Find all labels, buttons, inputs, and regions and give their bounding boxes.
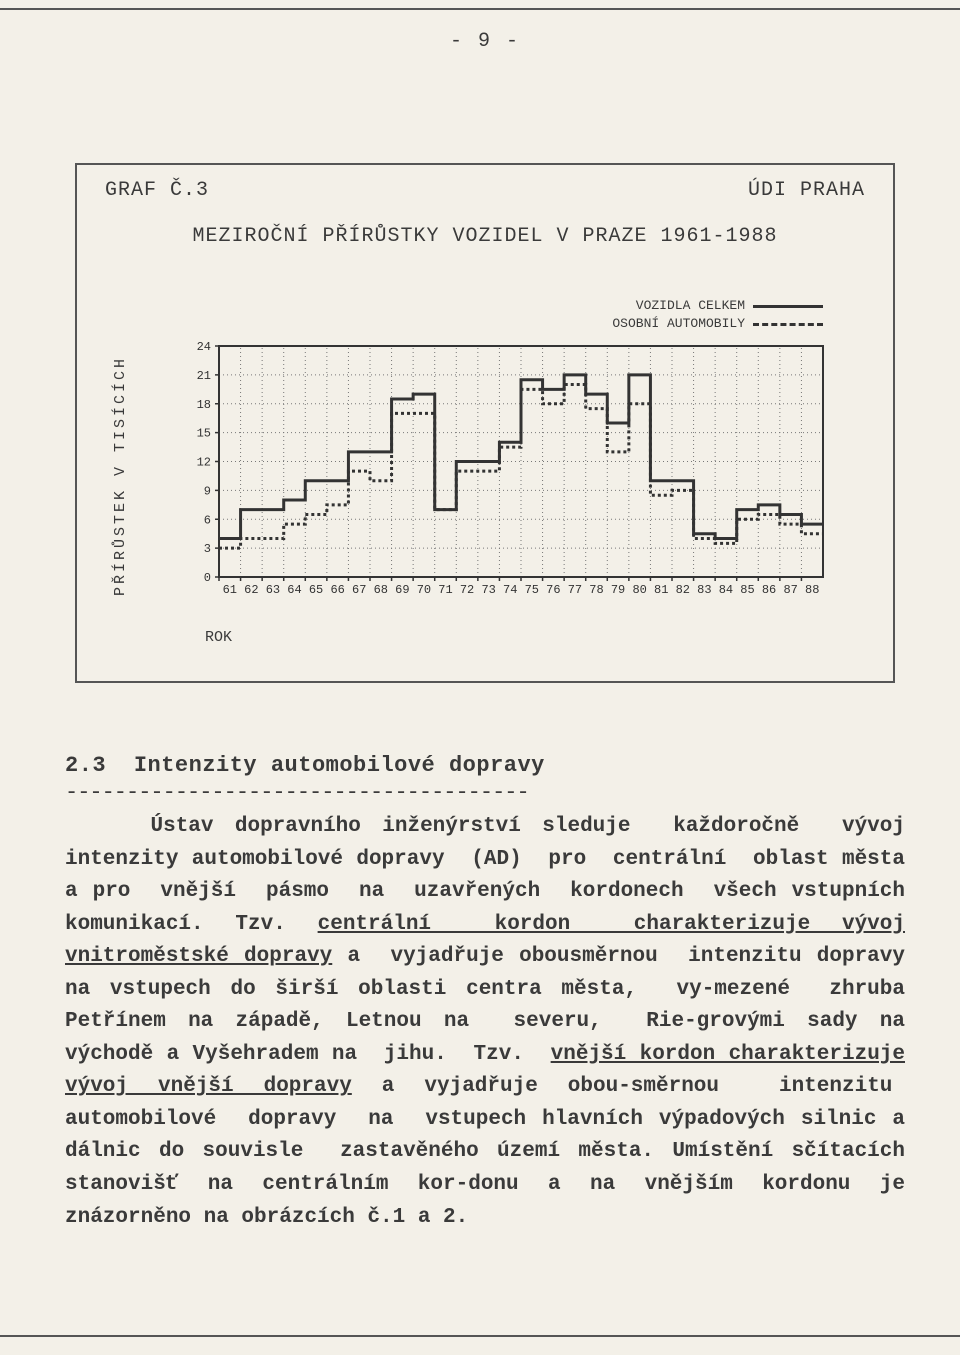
chart-frame: GRAF Č.3 ÚDI PRAHA MEZIROČNÍ PŘÍRŮSTKY V… xyxy=(75,163,895,683)
svg-text:66: 66 xyxy=(330,583,344,597)
svg-text:65: 65 xyxy=(309,583,323,597)
section-number: 2.3 xyxy=(65,753,106,778)
svg-text:70: 70 xyxy=(417,583,431,597)
chart-svg: 0369121518212461626364656667686970717273… xyxy=(177,340,833,611)
legend-item-total: VOZIDLA CELKEM xyxy=(612,297,823,315)
svg-text:73: 73 xyxy=(481,583,495,597)
page-number: - 9 - xyxy=(65,30,905,53)
svg-text:78: 78 xyxy=(589,583,603,597)
svg-text:71: 71 xyxy=(438,583,452,597)
svg-text:76: 76 xyxy=(546,583,560,597)
svg-text:80: 80 xyxy=(632,583,646,597)
legend-item-personal: OSOBNÍ AUTOMOBILY xyxy=(612,315,823,333)
svg-text:82: 82 xyxy=(676,583,690,597)
svg-text:77: 77 xyxy=(568,583,582,597)
legend-swatch-dash xyxy=(753,323,823,326)
svg-text:61: 61 xyxy=(223,583,237,597)
svg-text:88: 88 xyxy=(805,583,819,597)
svg-text:86: 86 xyxy=(762,583,776,597)
svg-text:72: 72 xyxy=(460,583,474,597)
chart-plot-area: 0369121518212461626364656667686970717273… xyxy=(177,340,833,611)
svg-text:84: 84 xyxy=(719,583,733,597)
legend-label-total: VOZIDLA CELKEM xyxy=(636,297,745,315)
svg-text:62: 62 xyxy=(244,583,258,597)
legend-swatch-solid xyxy=(753,305,823,308)
svg-text:15: 15 xyxy=(197,427,211,441)
chart-id-label: GRAF Č.3 xyxy=(105,179,209,202)
svg-text:64: 64 xyxy=(287,583,301,597)
svg-text:18: 18 xyxy=(197,398,211,412)
svg-text:87: 87 xyxy=(783,583,797,597)
svg-text:69: 69 xyxy=(395,583,409,597)
chart-xlabel: ROK xyxy=(205,629,232,646)
chart-legend: VOZIDLA CELKEM OSOBNÍ AUTOMOBILY xyxy=(612,297,823,333)
svg-text:21: 21 xyxy=(197,369,211,383)
svg-text:81: 81 xyxy=(654,583,668,597)
legend-label-personal: OSOBNÍ AUTOMOBILY xyxy=(612,315,745,333)
rule-bottom xyxy=(0,1335,960,1337)
svg-text:12: 12 xyxy=(197,456,211,470)
svg-text:0: 0 xyxy=(204,571,211,585)
section-heading: 2.3 Intenzity automobilové dopravy xyxy=(65,753,905,778)
svg-text:63: 63 xyxy=(266,583,280,597)
svg-text:85: 85 xyxy=(740,583,754,597)
svg-text:9: 9 xyxy=(204,484,211,498)
section-rule: -------------------------------------- xyxy=(65,780,905,805)
rule-top xyxy=(0,8,960,10)
document-page: - 9 - GRAF Č.3 ÚDI PRAHA MEZIROČNÍ PŘÍRŮ… xyxy=(0,0,960,1355)
svg-text:83: 83 xyxy=(697,583,711,597)
section-body: Ústav dopravního inženýrství sleduje kaž… xyxy=(65,811,905,1234)
svg-text:67: 67 xyxy=(352,583,366,597)
svg-text:3: 3 xyxy=(204,542,211,556)
svg-text:24: 24 xyxy=(197,340,211,354)
svg-text:79: 79 xyxy=(611,583,625,597)
section-title: Intenzity automobilové dopravy xyxy=(134,753,545,778)
svg-text:74: 74 xyxy=(503,583,517,597)
svg-text:68: 68 xyxy=(374,583,388,597)
chart-ylabel: PŘÍRŮSTEK V TISÍCÍCH xyxy=(112,340,142,611)
svg-text:6: 6 xyxy=(204,513,211,527)
chart-title: MEZIROČNÍ PŘÍRŮSTKY VOZIDEL V PRAZE 1961… xyxy=(107,225,863,248)
svg-text:75: 75 xyxy=(525,583,539,597)
chart-source-label: ÚDI PRAHA xyxy=(748,179,865,202)
